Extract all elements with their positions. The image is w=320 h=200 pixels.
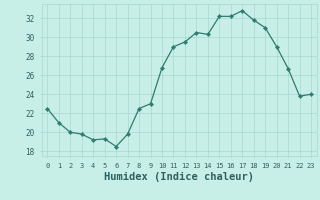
X-axis label: Humidex (Indice chaleur): Humidex (Indice chaleur) xyxy=(104,172,254,182)
